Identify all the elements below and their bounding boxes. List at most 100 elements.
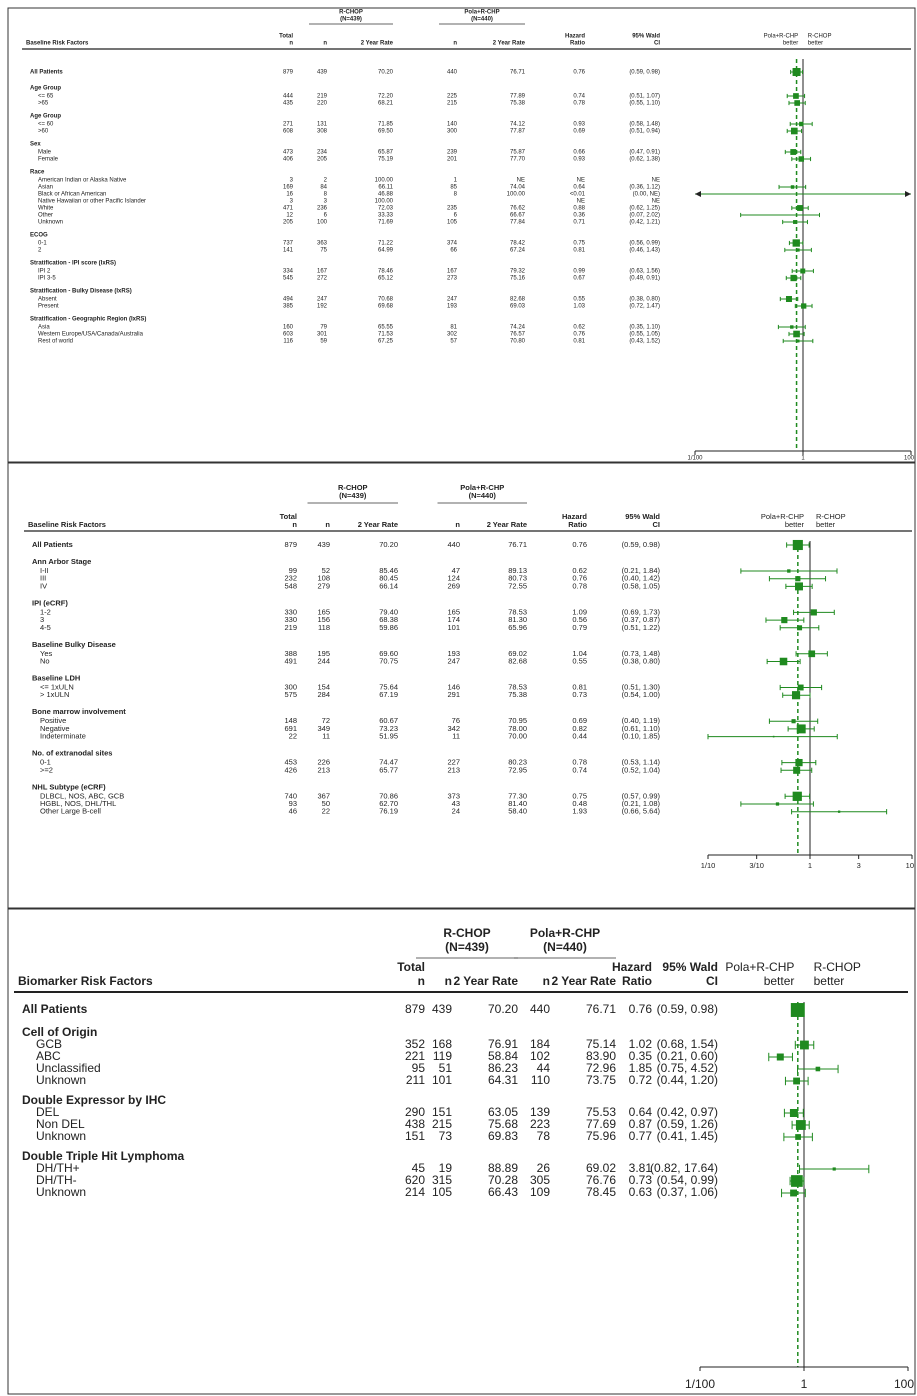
hazard-marker <box>815 1066 821 1072</box>
cell-n1: 118 <box>318 623 330 632</box>
hazard-marker <box>793 766 801 774</box>
cell-rate1: 62.70 <box>379 799 398 808</box>
cell-ci-labels: (0.38, 0.80) <box>629 297 660 303</box>
cell-value-labels: 0.73 <box>572 690 587 699</box>
hazard-marker <box>789 1108 798 1118</box>
cell-rate1: 86.23 <box>488 1061 518 1075</box>
cell-total: 205 <box>283 220 294 226</box>
cell-ci-labels: (0.07, 2.02) <box>629 213 660 219</box>
cell-rate2: 77.84 <box>510 220 526 226</box>
row-label: HGBL, NOS, DHL/THL <box>40 799 116 808</box>
cell-ci-labels: (0.55, 1.10) <box>629 101 660 107</box>
cell-rate1: 59.86 <box>379 623 398 632</box>
cell-n1: 284 <box>317 690 330 699</box>
cell-value-labels: 0.93 <box>573 122 585 128</box>
cell-rate1: 75.68 <box>488 1117 518 1131</box>
row-label: IV <box>40 581 47 590</box>
column-header: 2 Year Rate <box>358 520 398 529</box>
cell-n2: 213 <box>447 765 460 774</box>
x-tick-label: 1/100 <box>687 456 703 462</box>
hazard-marker <box>799 121 804 127</box>
cell-n2: 227 <box>447 758 460 767</box>
cell-n1: 349 <box>317 724 330 733</box>
hazard-marker <box>795 758 803 767</box>
group-label: Baseline Bulky Disease <box>32 640 116 649</box>
cell-n1: 279 <box>317 581 330 590</box>
cell-total: 330 <box>284 615 297 624</box>
row-label: American Indian or Alaska Native <box>38 178 127 184</box>
cell-rate2: 75.38 <box>510 101 526 107</box>
cell-rate2: 76.57 <box>510 332 526 338</box>
cell-value-labels: 0.35 <box>629 1049 653 1063</box>
column-header: 95% Wald <box>632 34 660 40</box>
column-header: 95% Wald <box>625 512 660 521</box>
cell-n2: 305 <box>530 1173 550 1187</box>
cell-total: 99 <box>289 566 297 575</box>
cell-n2: 110 <box>531 1073 550 1087</box>
cell-n2: 109 <box>530 1185 550 1199</box>
row-label: Unknown <box>36 1073 86 1087</box>
hazard-marker <box>791 719 796 724</box>
cell-n2: 235 <box>447 206 458 212</box>
cell-ci-labels: (0.62, 1.25) <box>629 206 660 212</box>
arm-header: R-CHOP <box>338 483 368 492</box>
cell-value-labels: 0.78 <box>572 581 587 590</box>
cell-total: 221 <box>405 1049 425 1063</box>
cell-rate2: 78.42 <box>510 241 526 247</box>
cell-rate1: 71.22 <box>378 241 394 247</box>
hazard-marker <box>778 214 780 216</box>
arm-header: (N=440) <box>469 491 497 500</box>
cell-total: 545 <box>283 276 294 282</box>
cell-rate1: 51.95 <box>379 732 398 741</box>
cell-n1: 315 <box>432 1173 452 1187</box>
cell-ci-labels: (0.55, 1.05) <box>629 332 660 338</box>
cell-rate2: 81.40 <box>508 799 527 808</box>
row-label: DLBCL, NOS, ABC, GCB <box>40 791 124 800</box>
cell-n2: 8 <box>454 192 458 198</box>
group-label: Stratification - Bulky Disease (IxRS) <box>30 289 132 295</box>
cell-value-labels: 0.78 <box>572 758 587 767</box>
cell-n2: 300 <box>447 129 458 135</box>
cell-n1: 51 <box>439 1061 453 1075</box>
cell-rate2: 75.96 <box>586 1129 616 1143</box>
favor-label: R-CHOP <box>814 960 861 974</box>
cell-value-labels: 0.73 <box>629 1173 653 1187</box>
cell-ci-labels: (0.54, 0.99) <box>657 1173 718 1187</box>
hazard-marker <box>785 295 792 303</box>
row-label: Western Europe/USA/Canada/Australia <box>38 332 144 338</box>
cell-total: 879 <box>405 1002 425 1016</box>
cell-rate1: 70.86 <box>379 791 398 800</box>
cell-rate1: 70.20 <box>379 540 398 549</box>
hazard-marker <box>787 569 791 573</box>
cell-total: 151 <box>405 1129 425 1143</box>
row-label: All Patients <box>22 1002 88 1016</box>
group-label: Stratification - IPI score (IxRS) <box>30 261 116 267</box>
cell-rate2: 69.02 <box>586 1161 616 1175</box>
arm-header: Pola+R-CHP <box>464 10 499 16</box>
cell-rate2: 76.71 <box>586 1002 616 1016</box>
row-label: IPI 2 <box>38 269 51 275</box>
cell-rate2: 74.12 <box>510 122 526 128</box>
cell-rate1: 69.83 <box>488 1129 518 1143</box>
cell-ci-labels: (0.59, 0.98) <box>657 1002 718 1016</box>
cell-rate1: 33.33 <box>378 213 394 219</box>
hazard-marker <box>795 576 801 582</box>
cell-n2: 247 <box>447 656 460 665</box>
cell-rate1: 65.55 <box>378 325 394 331</box>
cell-rate1: 78.46 <box>378 269 394 275</box>
column-header: 2 Year Rate <box>361 41 394 47</box>
cell-rate1: 63.05 <box>488 1105 518 1119</box>
cell-n2: 85 <box>450 185 457 191</box>
cell-rate2: 78.45 <box>586 1185 616 1199</box>
cell-n1: 19 <box>439 1161 453 1175</box>
cell-ci-labels: (0.62, 1.38) <box>629 157 660 163</box>
cell-n1: 156 <box>317 615 330 624</box>
cell-rate2: 77.87 <box>510 129 526 135</box>
row-label: >60 <box>38 129 49 135</box>
group-label: Cell of Origin <box>22 1025 97 1039</box>
cell-total: 3 <box>290 199 294 205</box>
cell-n2: 440 <box>447 540 460 549</box>
group-label: Age Group <box>30 86 61 92</box>
cell-value-labels: 0.76 <box>573 70 585 76</box>
cell-rate1: 67.19 <box>379 690 398 699</box>
